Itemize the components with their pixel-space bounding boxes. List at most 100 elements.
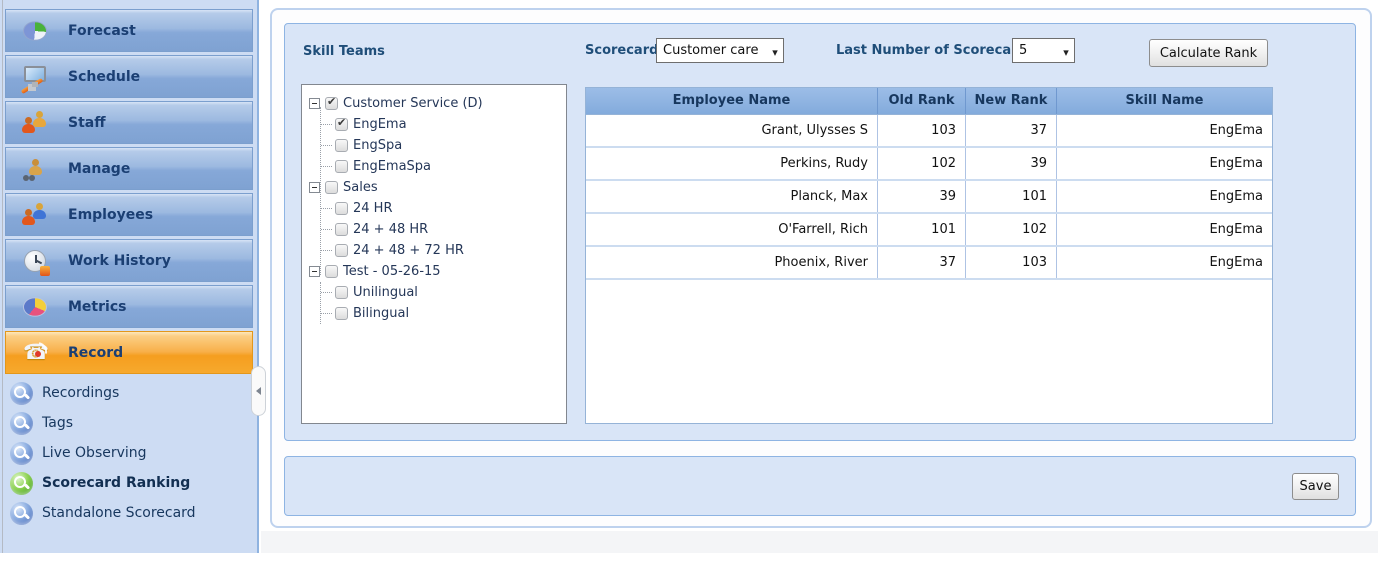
sidebar-item-label: Staff [68, 114, 106, 131]
scorecard-select[interactable]: Customer care [656, 38, 784, 63]
cell-old-rank: 37 [878, 247, 966, 278]
sidebar-item-record[interactable]: Record [5, 331, 253, 374]
tree-node-24-48-72hr: 24 + 48 + 72 HR [321, 240, 564, 261]
magnifier-orb-blue-icon [10, 501, 33, 525]
tree-node-engemaspa: EngEmaSpa [321, 156, 564, 177]
checkbox-24-48-72hr[interactable] [335, 244, 348, 257]
table-row[interactable]: Perkins, Rudy 102 39 EngEma [586, 148, 1272, 181]
cell-skill-name: EngEma [1209, 189, 1263, 204]
tree-node-24-48hr: 24 + 48 HR [321, 219, 564, 240]
cell-skill-name: EngEma [1209, 255, 1263, 270]
tree-node-label[interactable]: Unilingual [353, 285, 418, 300]
cell-new-rank: 103 [966, 247, 1057, 278]
table-row[interactable]: Planck, Max 39 101 EngEma [586, 181, 1272, 214]
submenu-item-live-observing[interactable]: Live Observing [6, 438, 252, 468]
submenu-item-label: Live Observing [42, 445, 147, 461]
calculate-rank-button[interactable]: Calculate Rank [1149, 39, 1268, 67]
cell-employee-name: Phoenix, River [586, 247, 878, 278]
cell-employee-name: O'Farrell, Rich [586, 214, 878, 245]
sidebar-item-label: Record [68, 344, 124, 361]
sidebar-item-schedule[interactable]: Schedule [5, 55, 253, 98]
checkbox-24-48hr[interactable] [335, 223, 348, 236]
ranking-table: Employee Name Old Rank New Rank Skill Na… [585, 87, 1273, 424]
tree-node-label[interactable]: Bilingual [353, 306, 410, 321]
checkbox-engemaspa[interactable] [335, 160, 348, 173]
checkbox-engema[interactable] [335, 116, 348, 131]
footer-action-bar: Save [284, 456, 1356, 516]
tree-node-label[interactable]: EngEmaSpa [353, 159, 432, 174]
tree-node-label[interactable]: Sales [343, 180, 378, 195]
sidebar-collapse-handle[interactable] [251, 366, 266, 416]
cell-old-rank: 39 [878, 181, 966, 212]
sidebar-item-label: Schedule [68, 68, 141, 85]
collapse-minus-icon[interactable] [309, 182, 320, 193]
sidebar-item-label: Metrics [68, 298, 127, 315]
magnifier-orb-green-icon [10, 471, 33, 495]
tree-node-unilingual: Unilingual [321, 282, 564, 303]
tree-node-customer-service: Customer Service (D) [309, 93, 564, 114]
scorecard-ranking-panel: Skill Teams Scorecard Customer care Last… [284, 23, 1356, 441]
checkbox-engspa[interactable] [335, 139, 348, 152]
app-sidebar: Forecast Schedule Staff Manage Employees [0, 0, 259, 553]
table-row[interactable]: O'Farrell, Rich 101 102 EngEma [586, 214, 1272, 247]
tree-node-label[interactable]: Customer Service (D) [343, 96, 483, 111]
submenu-item-label: Scorecard Ranking [42, 475, 191, 491]
tree-node-label[interactable]: 24 + 48 + 72 HR [353, 243, 464, 258]
save-button[interactable]: Save [1292, 473, 1339, 500]
magnifier-orb-blue-icon [10, 411, 33, 435]
checkbox-24hr[interactable] [335, 202, 348, 215]
scorecard-select-value: Customer care [663, 43, 759, 58]
submenu-item-label: Tags [42, 415, 73, 431]
telephone-icon [18, 339, 52, 367]
tree-node-label[interactable]: EngEma [353, 117, 407, 132]
tree-node-label[interactable]: EngSpa [353, 138, 403, 153]
tree-node-label[interactable]: Test - 05-26-15 [343, 264, 441, 279]
monitor-paintbrush-icon [18, 63, 52, 91]
column-header-old-rank[interactable]: Old Rank [878, 88, 966, 114]
checkbox-test-05-26-15[interactable] [325, 265, 338, 278]
column-header-new-rank[interactable]: New Rank [966, 88, 1057, 114]
tree-node-engspa: EngSpa [321, 135, 564, 156]
last-scorecards-label: Last Number of Scorecards [836, 43, 1035, 58]
tree-node-24hr: 24 HR [321, 198, 564, 219]
table-row[interactable]: Phoenix, River 37 103 EngEma [586, 247, 1272, 280]
cell-employee-name: Grant, Ulysses S [586, 115, 878, 146]
checkbox-sales[interactable] [325, 181, 338, 194]
cell-employee-name: Planck, Max [586, 181, 878, 212]
last-scorecards-select-value: 5 [1019, 43, 1028, 58]
submenu-item-scorecard-ranking[interactable]: Scorecard Ranking [6, 468, 252, 498]
sidebar-item-staff[interactable]: Staff [5, 101, 253, 144]
sidebar-item-manage[interactable]: Manage [5, 147, 253, 190]
submenu-item-label: Recordings [42, 385, 120, 401]
checkbox-bilingual[interactable] [335, 307, 348, 320]
tree-node-bilingual: Bilingual [321, 303, 564, 324]
checkbox-customer-service[interactable] [325, 95, 338, 110]
submenu-item-tags[interactable]: Tags [6, 408, 252, 438]
table-row[interactable]: Grant, Ulysses S 103 37 EngEma [586, 115, 1272, 148]
cell-new-rank: 102 [966, 214, 1057, 245]
submenu-item-standalone-scorecard[interactable]: Standalone Scorecard [6, 498, 252, 528]
sidebar-item-metrics[interactable]: Metrics [5, 285, 253, 328]
tree-node-label[interactable]: 24 HR [353, 201, 393, 216]
checkbox-unilingual[interactable] [335, 286, 348, 299]
two-people-icon [18, 201, 52, 229]
tree-node-test: Test - 05-26-15 [309, 261, 564, 282]
record-submenu: Recordings Tags Live Observing Scorecard… [6, 378, 252, 528]
tree-node-label[interactable]: 24 + 48 HR [353, 222, 429, 237]
collapse-minus-icon[interactable] [309, 98, 320, 109]
table-header-row: Employee Name Old Rank New Rank Skill Na… [586, 88, 1272, 115]
last-scorecards-select[interactable]: 5 [1012, 38, 1075, 63]
sidebar-item-forecast[interactable]: Forecast [5, 9, 253, 52]
sidebar-nav: Forecast Schedule Staff Manage Employees [5, 9, 253, 374]
skill-teams-title: Skill Teams [303, 44, 385, 59]
sidebar-item-label: Forecast [68, 22, 136, 39]
collapse-minus-icon[interactable] [309, 266, 320, 277]
submenu-item-recordings[interactable]: Recordings [6, 378, 252, 408]
sidebar-item-work-history[interactable]: Work History [5, 239, 253, 282]
sidebar-item-employees[interactable]: Employees [5, 193, 253, 236]
column-header-employee-name[interactable]: Employee Name [586, 88, 878, 114]
cell-new-rank: 37 [966, 115, 1057, 146]
sidebar-item-label: Employees [68, 206, 154, 223]
submenu-item-label: Standalone Scorecard [42, 505, 196, 521]
column-header-skill-name[interactable]: Skill Name [1125, 93, 1204, 108]
